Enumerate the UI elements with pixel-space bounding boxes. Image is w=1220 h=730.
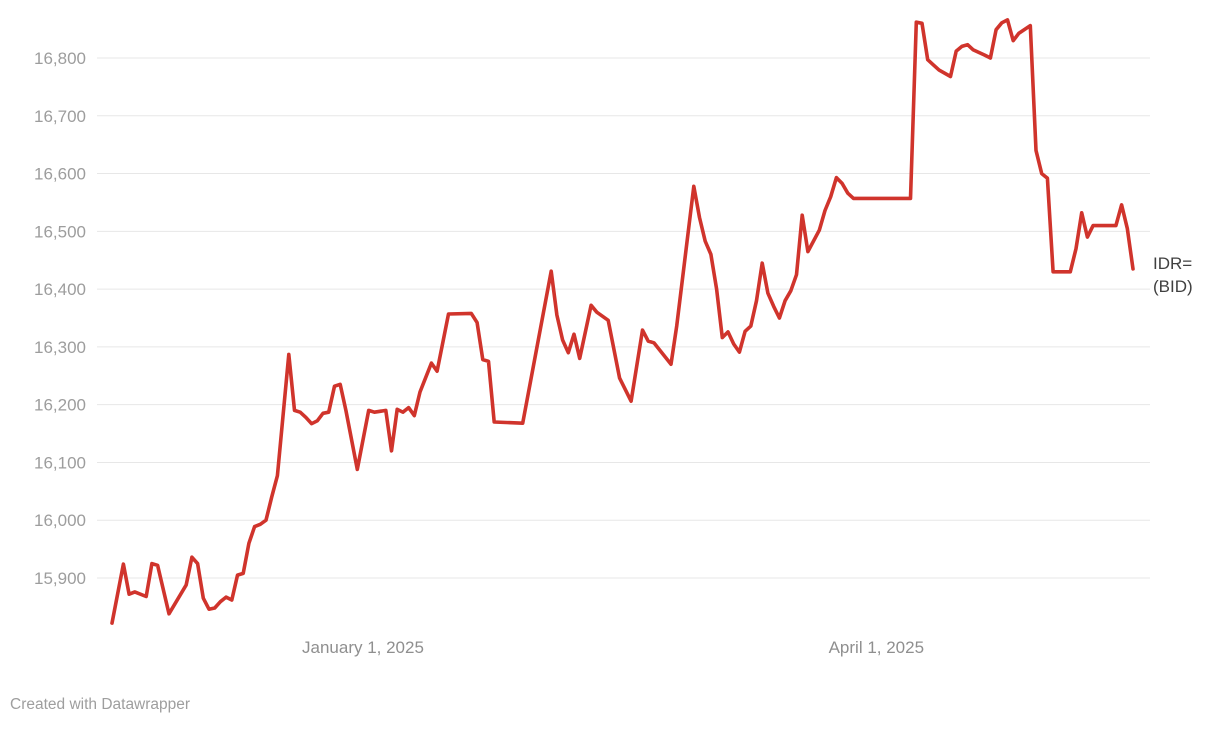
- y-tick-label: 16,000: [34, 511, 86, 530]
- x-tick-label: January 1, 2025: [302, 638, 424, 657]
- y-tick-label: 16,300: [34, 338, 86, 357]
- y-tick-label: 16,700: [34, 107, 86, 126]
- y-tick-label: 16,400: [34, 280, 86, 299]
- attribution-link[interactable]: Created with Datawrapper: [10, 696, 191, 713]
- y-tick-label: 15,900: [34, 569, 86, 588]
- series-end-label-line1: IDR=: [1153, 254, 1193, 273]
- x-tick-label: April 1, 2025: [829, 638, 924, 657]
- y-tick-label: 16,100: [34, 453, 86, 472]
- price-line: [110, 18, 1135, 625]
- series-end-label: IDR= (BID): [1153, 252, 1193, 298]
- y-tick-label: 16,200: [34, 396, 86, 415]
- y-tick-label: 16,500: [34, 222, 86, 241]
- series-end-label-line2: (BID): [1153, 277, 1193, 296]
- y-tick-label: 16,600: [34, 165, 86, 184]
- y-tick-label: 16,800: [34, 49, 86, 68]
